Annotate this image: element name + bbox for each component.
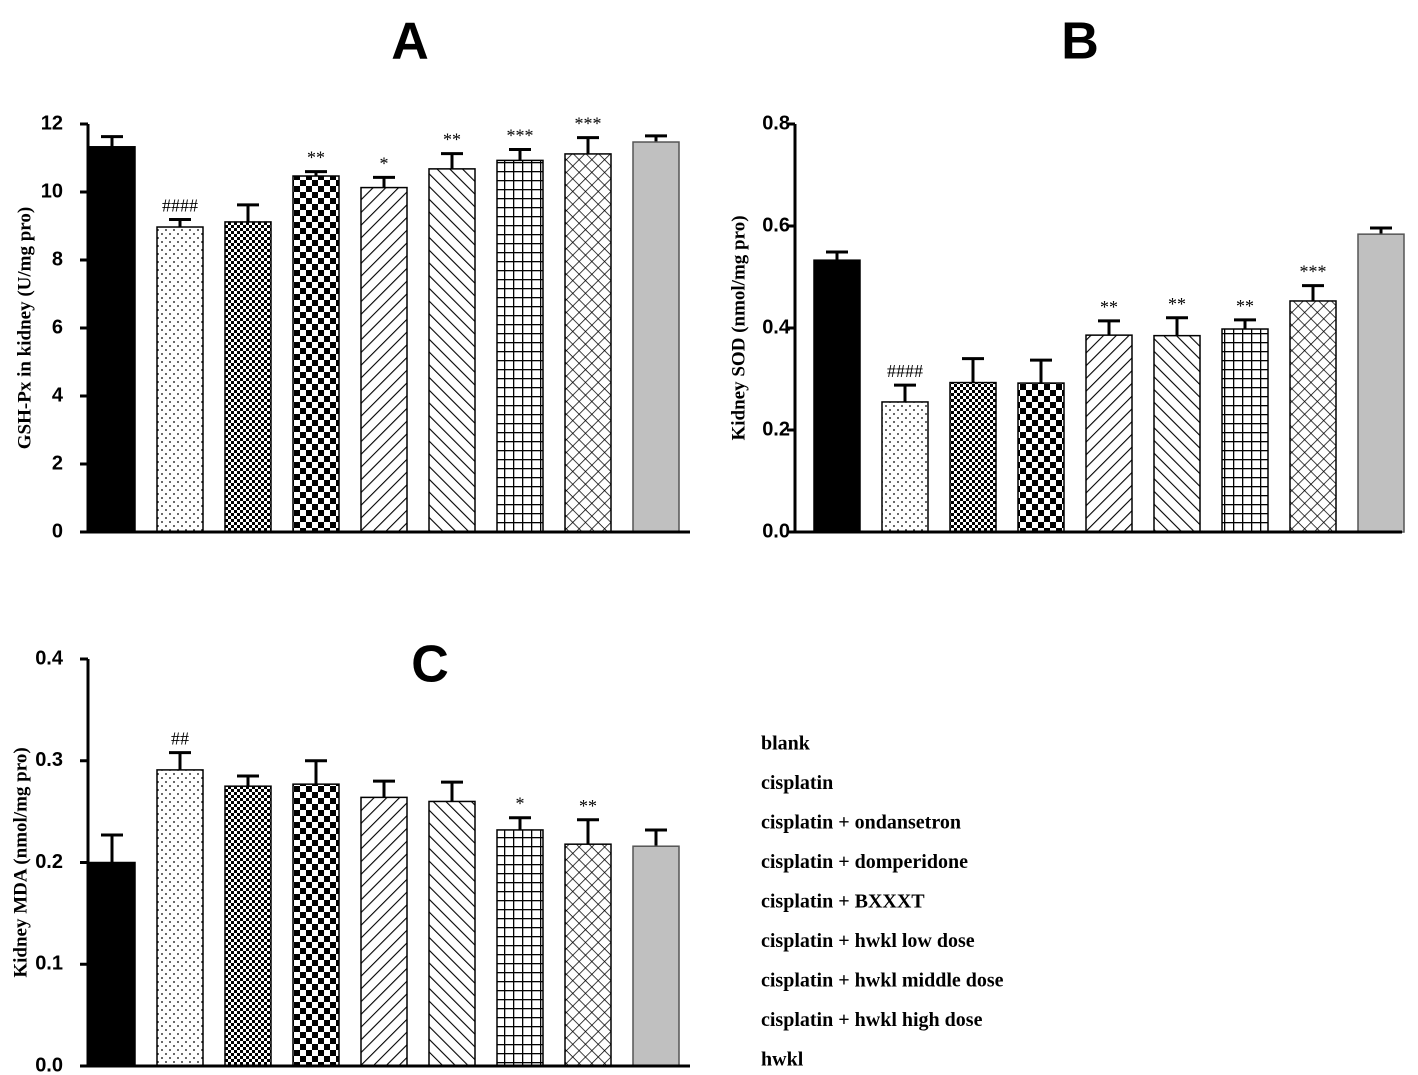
- bar-hwkl: [1357, 233, 1405, 533]
- y-tick-label: 4: [52, 384, 64, 406]
- panel-letter: A: [391, 13, 429, 71]
- panel-letter: C: [411, 636, 449, 694]
- panel-b: B Kidney SOD (nmol/mg pro) 0.0 0.2 0.4 0.6 0.8…: [728, 13, 1405, 542]
- bar-cisplatin-hwkl-middle-dose: [1221, 328, 1269, 533]
- y-axis-title: Kidney MDA (nmol/mg pro): [10, 747, 31, 977]
- significance-label: *: [380, 153, 389, 173]
- legend-item-cisplatin-hwkl-low-dose: cisplatin + hwkl low dose: [761, 930, 975, 952]
- legend-item-cisplatin-bxxxt: cisplatin + BXXXT: [761, 891, 925, 913]
- significance-label: **: [1168, 294, 1186, 314]
- bar-cisplatin-bxxxt: [1085, 334, 1133, 533]
- significance-label: **: [579, 796, 597, 816]
- bar-cisplatin: [881, 401, 929, 533]
- bar-cisplatin-hwkl-high-dose: [564, 843, 612, 1067]
- y-tick-label: 0.4: [35, 647, 64, 669]
- bar-cisplatin-hwkl-low-dose: [428, 800, 476, 1067]
- y-tick-label: 6: [52, 316, 63, 338]
- bar-cisplatin-ondansetron: [224, 221, 272, 533]
- y-tick-label: 0.2: [762, 418, 790, 440]
- bar-cisplatin-hwkl-middle-dose: [496, 829, 544, 1067]
- bar-cisplatin-hwkl-low-dose: [428, 168, 476, 533]
- legend-item-cisplatin: cisplatin: [761, 772, 833, 794]
- bar-cisplatin-hwkl-low-dose: [1153, 334, 1201, 533]
- bar-blank: [88, 146, 136, 533]
- legend-item-cisplatin-ondansetron: cisplatin + ondansetron: [761, 812, 961, 834]
- legend-item-cisplatin-hwkl-high-dose: cisplatin + hwkl high dose: [761, 1009, 983, 1031]
- bar-cisplatin-bxxxt: [360, 796, 408, 1067]
- legend-item-cisplatin-hwkl-middle-dose: cisplatin + hwkl middle dose: [761, 970, 1004, 992]
- bar-cisplatin-domperidone: [292, 783, 340, 1067]
- bar-cisplatin: [156, 769, 204, 1067]
- y-tick-label: 0.0: [762, 520, 790, 542]
- bar-cisplatin-hwkl-high-dose: [564, 153, 612, 533]
- bar-hwkl: [632, 845, 680, 1067]
- bar-blank: [88, 861, 136, 1067]
- legend-item-hwkl: hwkl: [761, 1049, 804, 1071]
- y-tick-label: 10: [41, 180, 63, 202]
- significance-label: **: [307, 148, 325, 168]
- bar-cisplatin-hwkl-middle-dose: [496, 159, 544, 533]
- significance-label: ####: [887, 361, 923, 381]
- significance-label: *: [516, 794, 525, 814]
- significance-label: ***: [575, 114, 602, 134]
- y-tick-label: 0.3: [35, 749, 63, 771]
- legend-item-cisplatin-domperidone: cisplatin + domperidone: [761, 851, 968, 873]
- panel-c: C Kidney MDA (nmol/mg pro) 0.0 0.1 0.2 0.3 0.4…: [10, 636, 690, 1075]
- y-tick-label: 0.8: [762, 112, 790, 134]
- significance-label: ##: [171, 729, 189, 749]
- y-tick-label: 0: [52, 520, 63, 542]
- significance-label: ***: [507, 126, 534, 146]
- significance-label: **: [443, 130, 461, 150]
- bar-cisplatin-bxxxt: [360, 186, 408, 533]
- y-tick-label: 0.6: [762, 214, 790, 236]
- bar-cisplatin: [156, 226, 204, 533]
- panel-a: A GSH-Px in kidney (U/mg pro) 0 2 4 6 8 10 12 ###…: [14, 13, 690, 542]
- panel-letter: B: [1061, 13, 1099, 71]
- significance-label: **: [1100, 297, 1118, 317]
- significance-label: ***: [1300, 262, 1327, 282]
- bar-blank: [813, 259, 861, 533]
- legend-item-blank: blank: [761, 733, 811, 755]
- y-tick-label: 12: [41, 112, 63, 134]
- bar-cisplatin-ondansetron: [949, 381, 997, 533]
- bar-cisplatin-hwkl-high-dose: [1289, 300, 1337, 533]
- significance-label: **: [1236, 296, 1254, 316]
- significance-label: ####: [162, 196, 198, 216]
- legend: blank cisplatin cisplatin + ondansetron cis…: [761, 733, 1004, 1071]
- y-axis-title: Kidney SOD (nmol/mg pro): [728, 215, 749, 440]
- y-tick-label: 0.1: [35, 953, 63, 975]
- y-tick-label: 8: [52, 248, 63, 270]
- y-tick-label: 2: [52, 452, 63, 474]
- bar-hwkl: [632, 141, 680, 533]
- y-axis-title: GSH-Px in kidney (U/mg pro): [14, 207, 35, 449]
- bar-cisplatin-domperidone: [292, 175, 340, 533]
- y-tick-label: 0.0: [35, 1054, 63, 1075]
- y-tick-label: 0.4: [762, 316, 791, 338]
- y-tick-label: 0.2: [35, 851, 63, 873]
- bar-cisplatin-ondansetron: [224, 785, 272, 1067]
- bar-cisplatin-domperidone: [1017, 382, 1065, 533]
